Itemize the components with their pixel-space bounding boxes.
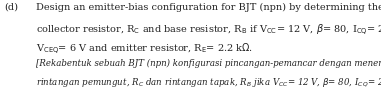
Text: dan rintangan pemancar, R$_E$= 2.2 k$\Omega$.]: dan rintangan pemancar, R$_E$= 2.2 k$\Om…: [36, 93, 207, 95]
Text: rintangan pemungut, R$_C$ dan rintangan tapak, R$_B$ jika V$_{CC}$= 12 V, $\beta: rintangan pemungut, R$_C$ dan rintangan …: [36, 76, 381, 89]
Text: Design an emitter-bias configuration for BJT (npn) by determining the value of: Design an emitter-bias configuration for…: [36, 3, 381, 12]
Text: (d): (d): [5, 3, 19, 12]
Text: V$_\mathrm{CEQ}$= 6 V and emitter resistor, R$_\mathrm{E}$= 2.2 k$\Omega$.: V$_\mathrm{CEQ}$= 6 V and emitter resist…: [36, 42, 253, 57]
Text: collector resistor, R$_\mathrm{C}$ and base resistor, R$_\mathrm{B}$ if V$_\math: collector resistor, R$_\mathrm{C}$ and b…: [36, 23, 381, 38]
Text: [Rekabentuk sebuah BJT (npn) konfigurasi pincangan-pemancar dengan menentukan ni: [Rekabentuk sebuah BJT (npn) konfigurasi…: [36, 59, 381, 68]
